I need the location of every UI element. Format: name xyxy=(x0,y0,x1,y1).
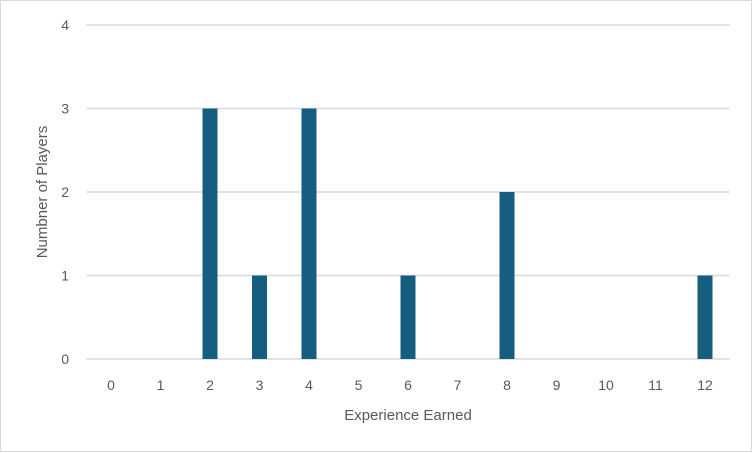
bar-3 xyxy=(252,275,267,359)
y-tick-label: 0 xyxy=(61,351,69,367)
y-tick-label: 1 xyxy=(61,268,69,284)
x-tick-label: 6 xyxy=(404,377,412,393)
x-tick-label: 4 xyxy=(305,377,313,393)
bar-8 xyxy=(499,192,515,359)
x-tick-label: 5 xyxy=(355,377,363,393)
x-tick-label: 10 xyxy=(598,377,614,393)
bar-12 xyxy=(697,275,713,359)
x-tick-label: 7 xyxy=(454,377,462,393)
bar-6 xyxy=(400,275,416,359)
x-tick-label: 8 xyxy=(503,377,511,393)
bar-4 xyxy=(301,108,317,359)
y-tick-label: 2 xyxy=(61,184,69,200)
y-tick-label: 4 xyxy=(61,17,69,33)
x-tick-label: 12 xyxy=(697,377,713,393)
x-tick-label: 2 xyxy=(206,377,214,393)
x-tick-label: 9 xyxy=(553,377,561,393)
y-axis-label: Numbner of Players xyxy=(34,126,51,259)
x-tick-label: 1 xyxy=(157,377,165,393)
x-tick-label: 11 xyxy=(648,377,663,393)
bar-2 xyxy=(202,108,218,359)
x-tick-label: 3 xyxy=(256,377,264,393)
y-tick-label: 3 xyxy=(61,101,69,117)
x-tick-label: 0 xyxy=(107,377,115,393)
x-axis-label: Experience Earned xyxy=(344,407,472,424)
